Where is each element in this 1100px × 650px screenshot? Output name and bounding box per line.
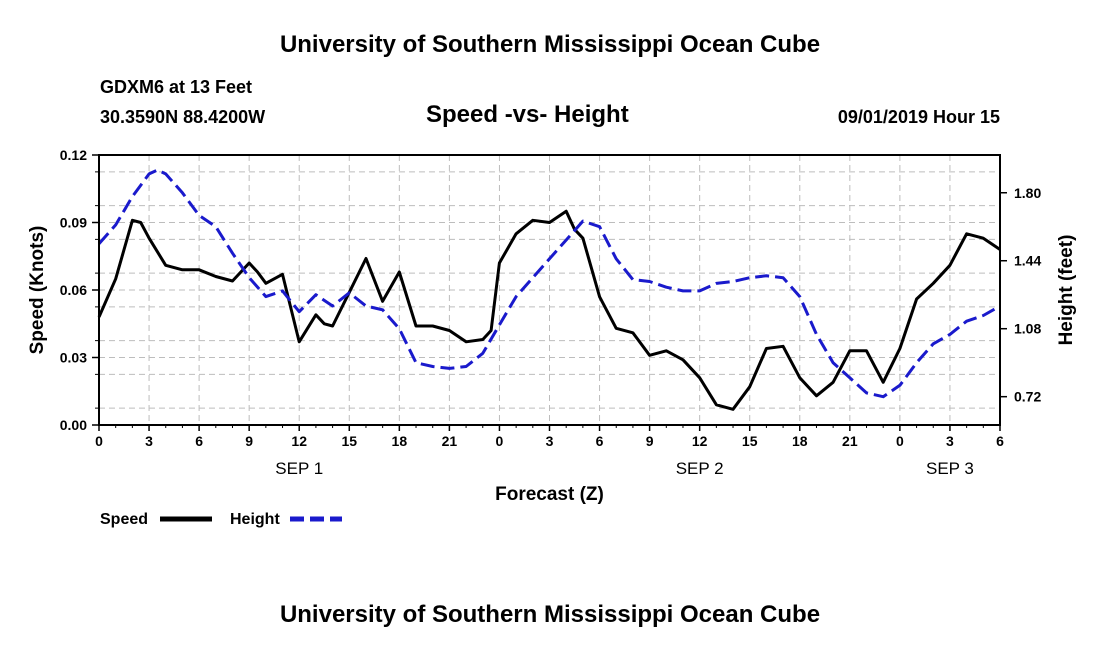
x-tick-label: 3 <box>145 433 153 449</box>
x-tick-label: 6 <box>996 433 1004 449</box>
height-series-line <box>97 168 1001 399</box>
y-right-tick-label: 1.44 <box>1014 253 1041 269</box>
x-tick-label: 12 <box>291 433 307 449</box>
x-tick-label: 0 <box>496 433 504 449</box>
speed-series-line <box>97 209 1001 411</box>
y-left-tick-label: 0.03 <box>60 350 87 366</box>
date-label: SEP 1 <box>275 459 323 478</box>
x-tick-label: 15 <box>341 433 357 449</box>
grid-lines <box>99 155 1000 425</box>
y-left-tick-label: 0.09 <box>60 215 87 231</box>
x-tick-label: 6 <box>195 433 203 449</box>
date-label: SEP 3 <box>926 459 974 478</box>
x-tick-label: 12 <box>692 433 708 449</box>
y-left-tick-label: 0.06 <box>60 282 87 298</box>
page-title-top: University of Southern Mississippi Ocean… <box>279 31 821 58</box>
y-right-axis-title: Height (feet) <box>1056 235 1077 346</box>
coordinates-label: 30.3590N 88.4200W <box>100 107 266 127</box>
y-right-tick-label: 1.80 <box>1014 185 1041 201</box>
x-tick-label: 21 <box>842 433 858 449</box>
x-tick-label: 0 <box>896 433 904 449</box>
axis-ticks <box>92 154 1007 431</box>
x-tick-label: 3 <box>946 433 954 449</box>
x-tick-label: 6 <box>596 433 604 449</box>
x-tick-label: 3 <box>546 433 554 449</box>
x-axis-title: Forecast (Z) <box>495 484 604 505</box>
axis-labels: 0 3 6 9 12 15 18 21 0 3 6 9 12 15 18 21 0 3 6 0.00 0.03 0.06 0… <box>27 147 1077 505</box>
chart-title: Speed -vs- Height <box>426 101 629 128</box>
x-tick-label: 18 <box>792 433 808 449</box>
y-right-tick-label: 0.72 <box>1014 389 1041 405</box>
legend-label-height: Height <box>230 511 280 528</box>
date-label: SEP 2 <box>676 459 724 478</box>
x-tick-label: 0 <box>95 433 103 449</box>
y-left-tick-label: 0.00 <box>60 417 87 433</box>
y-left-axis-title: Speed (Knots) <box>27 226 48 355</box>
legend: Speed Height <box>100 511 342 528</box>
datetime-label: 09/01/2019 Hour 15 <box>837 107 1000 127</box>
y-left-tick-label: 0.12 <box>60 147 87 163</box>
series-lines <box>97 168 1001 411</box>
station-label: GDXM6 at 13 Feet <box>100 77 253 97</box>
x-tick-label: 9 <box>646 433 654 449</box>
x-tick-label: 15 <box>742 433 758 449</box>
x-tick-label: 21 <box>442 433 458 449</box>
x-tick-label: 18 <box>392 433 408 449</box>
page-title-bottom: University of Southern Mississippi Ocean… <box>279 601 821 628</box>
legend-label-speed: Speed <box>100 511 148 528</box>
y-right-tick-label: 1.08 <box>1014 321 1041 337</box>
x-tick-label: 9 <box>245 433 253 449</box>
